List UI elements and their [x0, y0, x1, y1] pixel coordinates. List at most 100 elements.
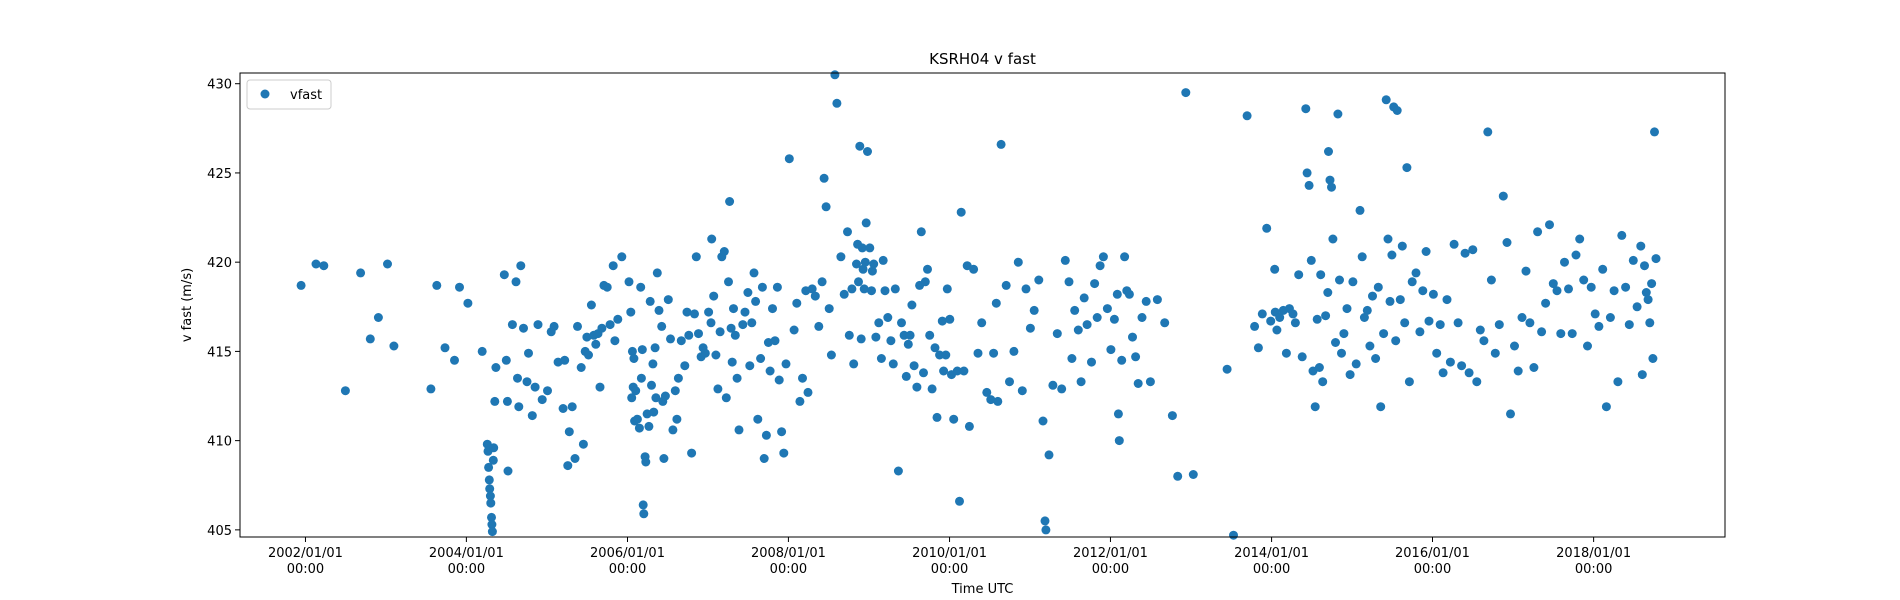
x-tick-label: 00:00 — [1414, 562, 1451, 577]
x-axis: 2002/01/0100:002004/01/0100:002006/01/01… — [268, 537, 1631, 577]
data-point — [1617, 230, 1627, 240]
data-point — [1560, 257, 1569, 267]
data-point — [1250, 321, 1260, 331]
data-point — [602, 282, 612, 292]
data-point — [1391, 336, 1401, 346]
data-point — [1645, 318, 1655, 328]
data-point — [549, 321, 559, 331]
data-point — [1598, 264, 1608, 274]
data-point — [707, 234, 717, 244]
y-tick-label: 420 — [207, 256, 232, 271]
data-point — [743, 288, 753, 297]
data-point — [1510, 341, 1519, 351]
data-point — [1355, 205, 1365, 215]
data-point — [1632, 302, 1642, 312]
data-point — [1628, 255, 1638, 265]
data-point — [747, 318, 757, 328]
data-point — [1266, 316, 1276, 326]
data-point — [725, 197, 735, 206]
data-point — [605, 320, 615, 330]
data-point — [824, 304, 834, 314]
data-point — [1073, 325, 1083, 335]
data-point — [634, 423, 644, 433]
data-point — [1351, 359, 1361, 369]
data-point — [676, 336, 686, 346]
data-point — [1379, 329, 1389, 339]
data-point — [1005, 377, 1014, 387]
data-point — [573, 321, 582, 331]
data-point — [1421, 247, 1431, 256]
data-point — [700, 348, 710, 358]
legend-marker — [260, 89, 270, 99]
data-point — [1613, 377, 1623, 387]
data-point — [1395, 295, 1405, 305]
data-point — [690, 309, 699, 319]
data-point — [513, 373, 522, 383]
data-point — [1001, 280, 1011, 290]
data-point — [1301, 104, 1311, 114]
data-point — [779, 448, 789, 458]
data-point — [383, 259, 392, 269]
data-point — [641, 457, 651, 467]
data-point — [1365, 341, 1375, 351]
data-point — [1041, 525, 1051, 535]
data-point — [847, 284, 857, 294]
data-point — [1331, 338, 1340, 347]
data-point — [1415, 327, 1425, 337]
data-point — [1321, 311, 1331, 321]
data-point — [691, 252, 701, 262]
data-point — [629, 354, 639, 363]
data-point — [1575, 234, 1585, 244]
data-point — [654, 305, 664, 315]
data-point — [1092, 313, 1102, 322]
data-point — [1087, 357, 1096, 367]
data-point — [1318, 377, 1328, 387]
data-point — [854, 277, 863, 287]
data-point — [869, 259, 879, 269]
data-point — [652, 268, 662, 278]
data-point — [1428, 289, 1438, 299]
data-point — [1302, 168, 1312, 178]
data-point — [1362, 305, 1372, 315]
data-point — [729, 304, 738, 314]
data-point — [637, 345, 647, 355]
data-point — [1064, 277, 1074, 287]
data-point — [1605, 313, 1615, 322]
data-point — [905, 330, 915, 340]
data-point — [730, 330, 740, 340]
data-point — [1137, 313, 1147, 322]
data-point — [839, 289, 849, 299]
data-point — [1404, 377, 1414, 387]
data-point — [1145, 377, 1155, 387]
data-point — [1082, 320, 1092, 330]
data-point — [1275, 313, 1285, 322]
data-point — [852, 259, 861, 269]
data-point — [487, 512, 496, 522]
data-point — [732, 373, 742, 383]
data-point — [789, 325, 799, 335]
data-point — [516, 261, 526, 271]
data-point — [814, 321, 824, 331]
data-point — [591, 339, 601, 349]
x-tick-label: 00:00 — [931, 562, 968, 577]
data-point — [937, 316, 947, 326]
data-point — [1017, 386, 1027, 396]
data-point — [560, 355, 570, 365]
data-point — [1385, 296, 1395, 306]
data-point — [745, 361, 755, 371]
data-point — [1120, 252, 1130, 262]
data-point — [1601, 402, 1611, 412]
data-point — [657, 321, 667, 331]
data-point — [502, 396, 512, 406]
data-point — [1009, 346, 1019, 356]
data-point — [1513, 366, 1523, 376]
data-point — [865, 243, 875, 253]
data-point — [1564, 284, 1573, 294]
data-point — [781, 359, 791, 369]
data-point — [522, 377, 532, 387]
data-point — [1114, 436, 1124, 446]
x-tick-label: 00:00 — [287, 562, 324, 577]
data-point — [765, 366, 775, 376]
data-point — [613, 314, 623, 324]
